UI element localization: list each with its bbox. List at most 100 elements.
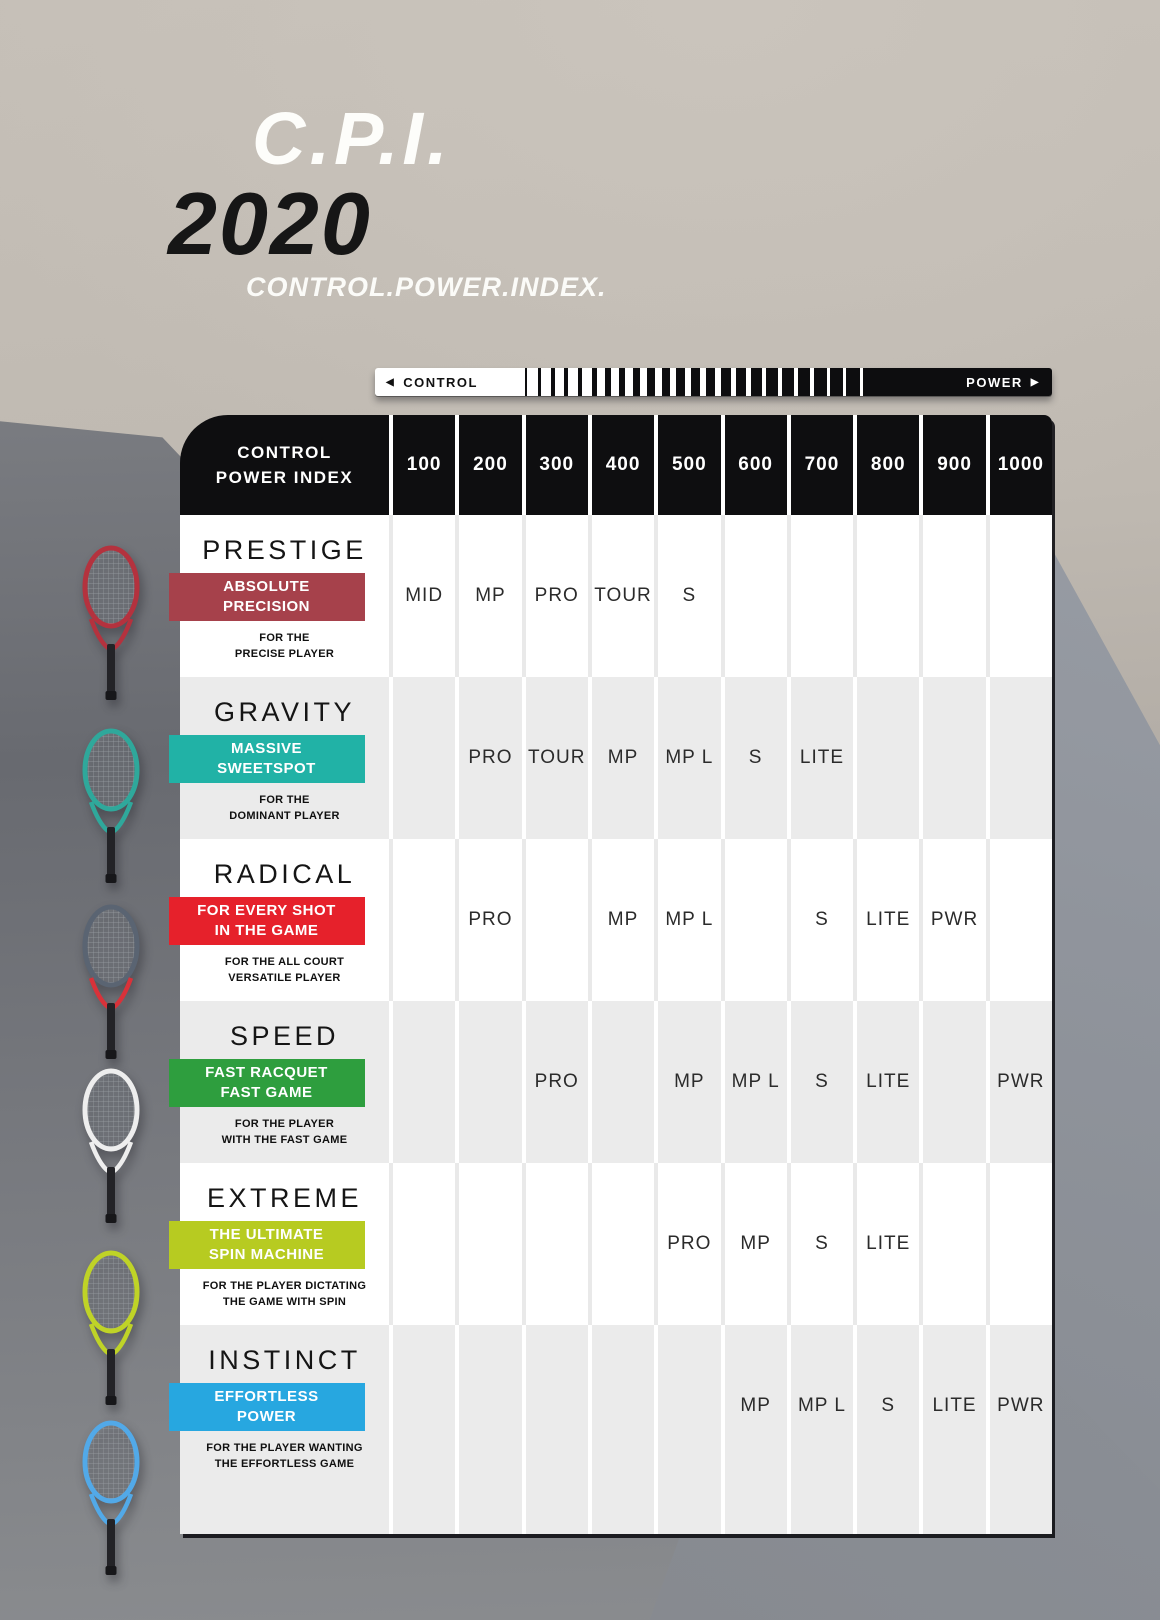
cell-radical-800: LITE bbox=[853, 839, 919, 1001]
row-label-speed: SPEED FAST RACQUET FAST GAME FOR THE PLA… bbox=[168, 1001, 389, 1163]
cell-prestige-300: PRO bbox=[521, 515, 588, 677]
cell-prestige-1000 bbox=[985, 515, 1052, 677]
cell-extreme-1000 bbox=[985, 1163, 1052, 1325]
family-description: FOR THE PRECISE PLAYER bbox=[234, 632, 335, 660]
cell-instinct-700: MP L bbox=[786, 1325, 853, 1487]
cell-speed-200 bbox=[455, 1001, 521, 1163]
column-header-400: 400 bbox=[587, 415, 654, 515]
family-description: FOR THE PLAYER DICTATING THE GAME WITH S… bbox=[202, 1280, 367, 1308]
cell-extreme-400 bbox=[587, 1163, 654, 1325]
cell-speed-800: LITE bbox=[853, 1001, 919, 1163]
cell-prestige-100: MID bbox=[389, 515, 455, 677]
cell-speed-700: S bbox=[786, 1001, 853, 1163]
cell-speed-400 bbox=[587, 1001, 654, 1163]
tagline-banner: THE ULTIMATE SPIN MACHINE bbox=[168, 1221, 365, 1269]
cell-gravity-900 bbox=[919, 677, 985, 839]
cell-extreme-600: MP bbox=[720, 1163, 787, 1325]
table-row-prestige: PRESTIGE ABSOLUTE PRECISION FOR THE PREC… bbox=[168, 515, 1052, 677]
cell-instinct-1000: PWR bbox=[985, 1325, 1052, 1487]
cell-extreme-200 bbox=[455, 1163, 521, 1325]
table-row-instinct: INSTINCT EFFORTLESS POWER FOR THE PLAYER… bbox=[168, 1325, 1052, 1487]
cpi-table: CONTROL POWER INDEX 100 200 300 400 500 … bbox=[168, 415, 1052, 1534]
family-name: INSTINCT bbox=[208, 1345, 361, 1375]
page-subtitle: CONTROL.POWER.INDEX. bbox=[246, 272, 607, 302]
cell-gravity-700: LITE bbox=[786, 677, 853, 839]
family-name: EXTREME bbox=[206, 1183, 363, 1213]
cell-extreme-300 bbox=[521, 1163, 588, 1325]
cell-speed-600: MP L bbox=[720, 1001, 787, 1163]
row-label-radical: RADICAL FOR EVERY SHOT IN THE GAME FOR T… bbox=[168, 839, 389, 1001]
cell-radical-500: MP L bbox=[654, 839, 720, 1001]
column-header-300: 300 bbox=[521, 415, 588, 515]
cell-gravity-1000 bbox=[985, 677, 1052, 839]
tagline-banner: FAST RACQUET FAST GAME bbox=[168, 1059, 365, 1107]
row-label-gravity: GRAVITY MASSIVE SWEETSPOT FOR THE DOMINA… bbox=[168, 677, 389, 839]
cell-extreme-500: PRO bbox=[654, 1163, 720, 1325]
row-label-instinct: INSTINCT EFFORTLESS POWER FOR THE PLAYER… bbox=[168, 1325, 389, 1487]
family-description: FOR THE PLAYER WITH THE FAST GAME bbox=[221, 1118, 348, 1146]
table-bottom-filler bbox=[180, 1487, 1052, 1534]
tagline-line2: FAST GAME bbox=[220, 1084, 313, 1101]
speed-racquet-image bbox=[82, 1068, 140, 1223]
tagline-line1: THE ULTIMATE bbox=[209, 1225, 324, 1243]
column-header-200: 200 bbox=[455, 415, 521, 515]
tagline-banner: MASSIVE SWEETSPOT bbox=[168, 735, 365, 783]
cell-radical-400: MP bbox=[587, 839, 654, 1001]
cell-gravity-800 bbox=[853, 677, 919, 839]
tagline-line2: POWER bbox=[236, 1408, 297, 1425]
cell-extreme-900 bbox=[919, 1163, 985, 1325]
cell-gravity-600: S bbox=[720, 677, 787, 839]
scale-control-section: ◀ CONTROL bbox=[375, 368, 514, 396]
column-header-800: 800 bbox=[853, 415, 919, 515]
control-arrow-icon: ◀ bbox=[386, 376, 396, 388]
page-title: C.P.I. bbox=[252, 97, 452, 180]
cell-speed-900 bbox=[919, 1001, 985, 1163]
cell-gravity-200: PRO bbox=[455, 677, 521, 839]
cell-radical-300 bbox=[521, 839, 588, 1001]
tagline-line1: EFFORTLESS bbox=[214, 1387, 319, 1405]
cell-radical-900: PWR bbox=[919, 839, 985, 1001]
scale-gradient-stripes bbox=[514, 368, 870, 396]
tagline-banner: FOR EVERY SHOT IN THE GAME bbox=[168, 897, 365, 945]
scale-power-section: POWER ▶ bbox=[870, 368, 1052, 396]
cell-extreme-700: S bbox=[786, 1163, 853, 1325]
cell-speed-300: PRO bbox=[521, 1001, 588, 1163]
header-title-line1: CONTROL bbox=[237, 442, 332, 462]
cell-instinct-300 bbox=[521, 1325, 588, 1487]
page-year: 2020 bbox=[168, 174, 372, 273]
cell-instinct-400 bbox=[587, 1325, 654, 1487]
family-description: FOR THE PLAYER WANTING THE EFFORTLESS GA… bbox=[206, 1442, 363, 1470]
cell-gravity-500: MP L bbox=[654, 677, 720, 839]
header-title-line2: POWER INDEX bbox=[215, 468, 354, 487]
column-header-1000: 1000 bbox=[985, 415, 1052, 515]
family-description: FOR THE ALL COURT VERSATILE PLAYER bbox=[224, 956, 345, 984]
table-row-extreme: EXTREME THE ULTIMATE SPIN MACHINE FOR TH… bbox=[168, 1163, 1052, 1325]
scale-power-label: POWER bbox=[966, 374, 1023, 390]
cell-prestige-900 bbox=[919, 515, 985, 677]
tagline-line2: IN THE GAME bbox=[214, 922, 319, 939]
cell-prestige-700 bbox=[786, 515, 853, 677]
cell-instinct-100 bbox=[389, 1325, 455, 1487]
row-label-extreme: EXTREME THE ULTIMATE SPIN MACHINE FOR TH… bbox=[168, 1163, 389, 1325]
cell-prestige-600 bbox=[720, 515, 787, 677]
cell-speed-100 bbox=[389, 1001, 455, 1163]
table-row-gravity: GRAVITY MASSIVE SWEETSPOT FOR THE DOMINA… bbox=[168, 677, 1052, 839]
cell-instinct-900: LITE bbox=[919, 1325, 985, 1487]
cell-prestige-800 bbox=[853, 515, 919, 677]
tagline-line1: FAST RACQUET bbox=[205, 1063, 328, 1081]
prestige-racquet-image bbox=[82, 545, 140, 700]
instinct-racquet-image bbox=[82, 1420, 140, 1575]
family-name: SPEED bbox=[229, 1021, 340, 1051]
cell-radical-100 bbox=[389, 839, 455, 1001]
tagline-line2: SPIN MACHINE bbox=[208, 1246, 325, 1263]
cell-prestige-500: S bbox=[654, 515, 720, 677]
power-arrow-icon: ▶ bbox=[1030, 376, 1040, 388]
column-header-600: 600 bbox=[720, 415, 787, 515]
cell-extreme-100 bbox=[389, 1163, 455, 1325]
column-header-900: 900 bbox=[919, 415, 985, 515]
table-header-title: CONTROL POWER INDEX bbox=[180, 415, 389, 515]
tagline-line1: FOR EVERY SHOT bbox=[197, 901, 336, 919]
table-header-row: CONTROL POWER INDEX 100 200 300 400 500 … bbox=[180, 415, 1052, 515]
tagline-banner: EFFORTLESS POWER bbox=[168, 1383, 365, 1431]
